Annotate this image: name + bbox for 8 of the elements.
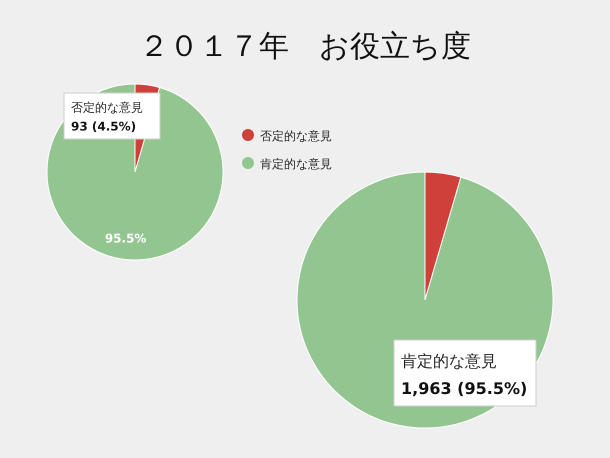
legend-label: 否定的な意見 [260,129,332,143]
chart-title: ２０１７年 お役立ち度 [139,29,471,64]
slice-label: 肯定的な意見 [401,351,497,370]
text: 95.5% [104,231,146,246]
legend-label: 肯定的な意見 [260,157,332,171]
category-label: 否定的な意見 [71,100,143,114]
data-label: 1,963 (95.5%) [401,379,528,398]
data-label: 93 (4.5%) [71,120,136,134]
